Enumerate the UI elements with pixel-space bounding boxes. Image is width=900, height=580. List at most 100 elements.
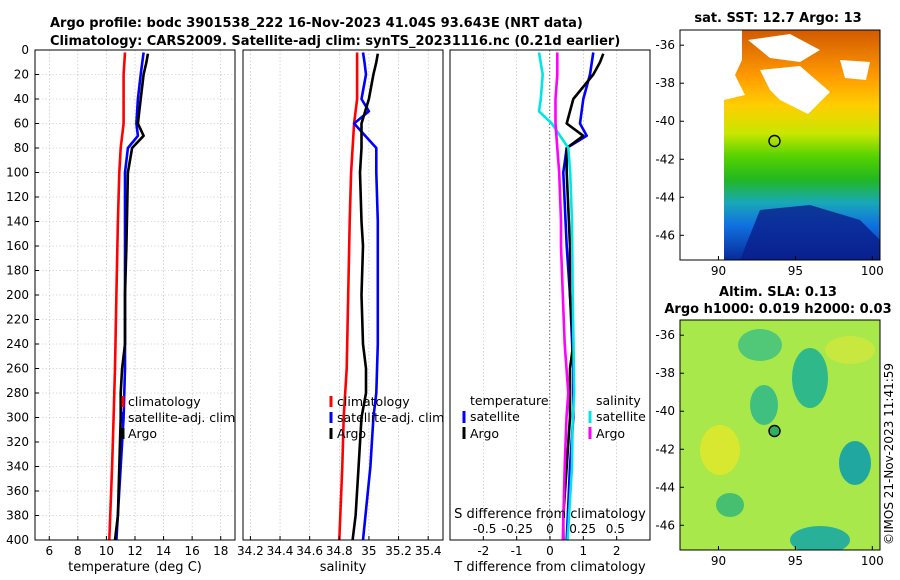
legend-argo-label: Argo <box>128 426 157 441</box>
s-difference-xlabel: S difference from climatology <box>454 507 646 522</box>
t-argo-line <box>561 53 605 540</box>
sla-map-title-1: Altim. SLA: 0.13 <box>719 285 837 300</box>
legend-satellite-label: satellite-adj. clim <box>337 410 444 425</box>
legend-s-satellite-label: satellite <box>596 409 646 424</box>
lat-tick-label: -36 <box>655 38 675 52</box>
salinity-panel: 34.2 34.4 34.6 34.8 35 35.2 35.4 salinity clim… <box>237 49 444 575</box>
lon-tick-label: 95 <box>788 554 803 568</box>
x-tick-label: 0 <box>546 544 554 558</box>
sla-eddy <box>839 441 871 485</box>
depth-tick-labels: 0 20 40 60 80 100 120 140 160 180 200 220 240 260 280 3… <box>6 43 39 547</box>
x-tick-label: 34.6 <box>296 544 323 558</box>
legend-satellite-label: satellite-adj. clim <box>128 410 235 425</box>
t-difference-xlabel: T difference from climatology <box>453 560 646 575</box>
salinity-grid <box>250 50 429 540</box>
climatology-line <box>338 52 359 541</box>
sla-eddy <box>738 329 782 361</box>
sla-high <box>825 336 875 364</box>
y-tick-label: 340 <box>6 460 29 474</box>
sla-eddy <box>790 526 850 550</box>
argo-location-marker <box>768 134 781 148</box>
lat-tick-label: -42 <box>655 442 675 456</box>
sla-map: Altim. SLA: 0.13 Argo h1000: 0.019 h2000… <box>655 285 891 568</box>
temperature-panel: 0 20 40 60 80 100 120 140 160 180 200 220 240 260 280 3… <box>6 43 236 575</box>
lat-tick-label: -38 <box>655 76 675 90</box>
s-difference-tick-labels: -0.5 -0.25 0 0.25 0.5 <box>473 522 625 536</box>
temperature-legend: climatology satellite-adj. clim Argo <box>121 394 235 441</box>
t-difference-tick-labels: -2 -1 0 1 2 <box>477 536 620 558</box>
salinity-lines <box>338 52 380 541</box>
temperature-xlabel: temperature (deg C) <box>68 560 202 575</box>
x-tick-label: 35.4 <box>415 544 442 558</box>
title-line-1: Argo profile: bodc 3901538_222 16-Nov-20… <box>50 16 583 31</box>
difference-panel: -2 -1 0 1 2 -0.5 -0.25 0 0.25 0.5 S difference f… <box>449 49 651 575</box>
sst-map: sat. SST: 12.7 Argo: 13 90 95 100 -36 -38 -40… <box>655 11 883 278</box>
temperature-lines <box>108 52 150 541</box>
x-tick-label: 8 <box>74 544 82 558</box>
sla-field <box>680 320 880 550</box>
difference-lines <box>537 52 605 541</box>
sst-cold-patch <box>740 205 880 260</box>
lon-tick-label: 95 <box>788 264 803 278</box>
top-tick-label: -0.25 <box>502 522 533 536</box>
y-tick-label: 180 <box>6 264 29 278</box>
top-tick-label: -0.5 <box>473 522 496 536</box>
climatology-line <box>108 52 127 541</box>
sla-eddy <box>716 493 744 517</box>
sst-missing-area <box>748 34 820 62</box>
sst-missing-area <box>840 60 870 80</box>
sla-map-frame <box>679 319 881 551</box>
legend-t-satellite-label: satellite <box>470 409 520 424</box>
s-satellite-line <box>537 52 576 541</box>
lon-tick-label: 90 <box>711 554 726 568</box>
legend-argo-label: Argo <box>337 426 366 441</box>
y-tick-label: 120 <box>6 190 29 204</box>
legend-s-argo-label: Argo <box>596 426 625 441</box>
x-tick-label: 35 <box>361 544 376 558</box>
sst-field <box>724 30 880 260</box>
x-tick-label: 1 <box>580 544 588 558</box>
sst-map-title: sat. SST: 12.7 Argo: 13 <box>694 11 861 26</box>
lat-tick-label: -40 <box>655 114 675 128</box>
lon-tick-label: 90 <box>711 264 726 278</box>
x-tick-label: 14 <box>156 544 171 558</box>
x-tick-label: 18 <box>213 544 228 558</box>
sla-eddy <box>792 348 828 408</box>
argo-location-marker <box>768 424 781 438</box>
s-argo-line <box>554 52 570 541</box>
x-tick-label: 34.8 <box>326 544 353 558</box>
salinity-frame <box>242 49 444 541</box>
x-tick-label: 34.4 <box>267 544 294 558</box>
lat-tick-label: -36 <box>655 328 675 342</box>
y-tick-label: 100 <box>6 166 29 180</box>
y-tick-label: 360 <box>6 484 29 498</box>
sla-map-ticks: 90 95 100 -36 -38 -40 -42 -44 -46 <box>655 328 883 568</box>
x-tick-label: 2 <box>613 544 621 558</box>
y-tick-label: 200 <box>6 288 29 302</box>
sla-high <box>700 425 740 475</box>
title-line-2: Climatology: CARS2009. Satellite-adj cli… <box>50 34 620 49</box>
argo-line <box>113 53 150 541</box>
y-tick-label: 20 <box>14 68 29 82</box>
top-tick-label: 0 <box>546 522 554 536</box>
y-tick-label: 0 <box>21 43 29 57</box>
y-tick-label: 400 <box>6 533 29 547</box>
sst-map-ticks: 90 95 100 -36 -38 -40 -42 -44 -46 <box>655 38 883 278</box>
lat-tick-label: -40 <box>655 404 675 418</box>
y-tick-label: 240 <box>6 337 29 351</box>
temperature-grid <box>35 49 235 541</box>
y-tick-label: 220 <box>6 313 29 327</box>
top-tick-label: 0.25 <box>569 522 596 536</box>
y-tick-label: 260 <box>6 362 29 376</box>
legend-t-argo-label: Argo <box>470 426 499 441</box>
y-tick-label: 300 <box>6 411 29 425</box>
y-tick-label: 60 <box>14 117 29 131</box>
legend-salinity-title: salinity <box>596 393 641 408</box>
y-tick-label: 140 <box>6 215 29 229</box>
salinity-legend: climatology satellite-adj. clim Argo <box>329 394 444 441</box>
sst-missing-area <box>760 66 830 114</box>
argo-line <box>351 53 380 541</box>
legend-climatology-label: climatology <box>128 394 201 409</box>
temperature-tick-labels: 6 8 10 12 14 16 18 <box>45 536 228 558</box>
